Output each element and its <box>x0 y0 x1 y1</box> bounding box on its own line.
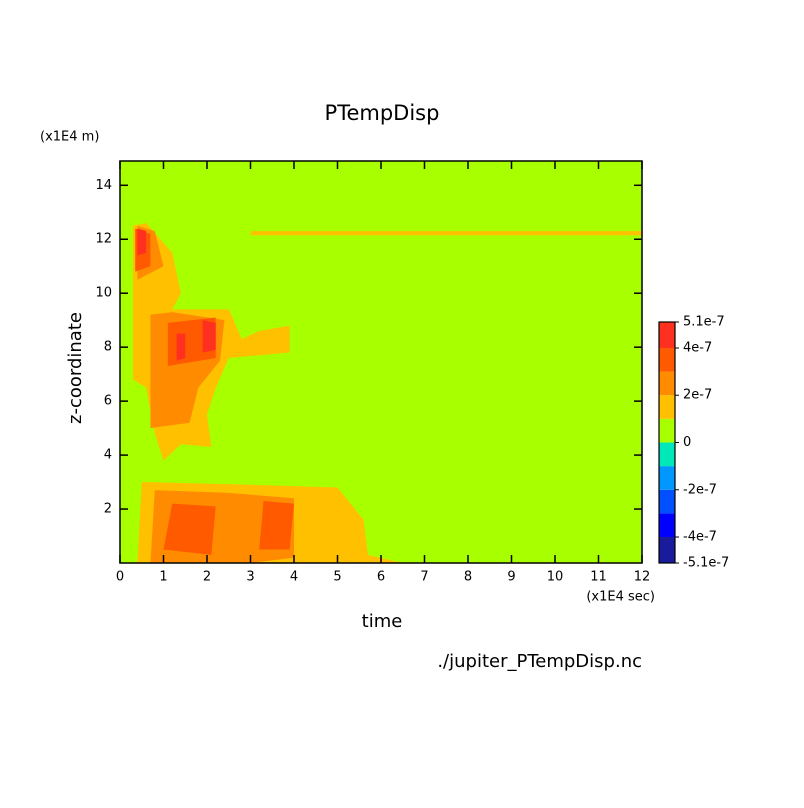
x-tick-label: 3 <box>246 570 254 585</box>
y-tick-label: 4 <box>104 448 112 463</box>
x-tick-label: 12 <box>634 570 651 585</box>
x-tick-label: 5 <box>333 570 341 585</box>
colorbar-label: 4e-7 <box>683 340 712 355</box>
y-tick-label: 6 <box>104 394 112 409</box>
colorbar-band <box>659 513 675 538</box>
x-axis-label: time <box>362 611 403 632</box>
contour-region <box>176 333 186 361</box>
colorbar-label: -4e-7 <box>683 530 717 545</box>
colorbar-band <box>659 418 675 443</box>
x-tick-label: 8 <box>464 570 472 585</box>
x-tick-label: 7 <box>420 570 428 585</box>
chart-title: PTempDisp <box>325 101 440 125</box>
contour-region <box>250 231 642 236</box>
colorbar-band <box>659 322 675 348</box>
x-tick-label: 10 <box>547 570 564 585</box>
colorbar-label: -5.1e-7 <box>683 556 729 571</box>
colorbar-band <box>659 537 675 563</box>
x-tick-label: 4 <box>290 570 298 585</box>
x-unit: (x1E4 sec) <box>586 590 655 605</box>
contour-region <box>137 228 147 256</box>
colorbar-band <box>659 371 675 396</box>
source-label: ./jupiter_PTempDisp.nc <box>437 651 642 672</box>
colorbar-label: 0 <box>683 435 691 450</box>
x-tick-label: 9 <box>507 570 515 585</box>
contour-region <box>259 500 294 550</box>
y-tick-label: 10 <box>95 286 112 301</box>
x-tick-label: 6 <box>377 570 385 585</box>
colorbar-band <box>659 442 675 467</box>
x-tick-label: 1 <box>159 570 167 585</box>
contour-region <box>202 320 216 353</box>
colorbar-label: -2e-7 <box>683 482 717 497</box>
x-tick-label: 2 <box>203 570 211 585</box>
contour-region <box>163 503 216 555</box>
contour-region <box>120 161 642 563</box>
colorbar-label: 2e-7 <box>683 388 712 403</box>
y-tick-label: 8 <box>104 340 112 355</box>
colorbar-band <box>659 347 675 372</box>
colorbar-band <box>659 466 675 490</box>
y-tick-label: 2 <box>104 502 112 517</box>
y-unit: (x1E4 m) <box>40 130 99 145</box>
y-tick-label: 14 <box>95 178 112 193</box>
y-tick-label: 12 <box>95 232 112 247</box>
x-tick-label: 0 <box>116 570 124 585</box>
x-tick-label: 11 <box>590 570 607 585</box>
colorbar-band <box>659 395 675 419</box>
y-axis-label: z-coordinate <box>65 312 86 424</box>
colorbar-band <box>659 489 675 514</box>
colorbar-label: 5.1e-7 <box>683 315 725 330</box>
